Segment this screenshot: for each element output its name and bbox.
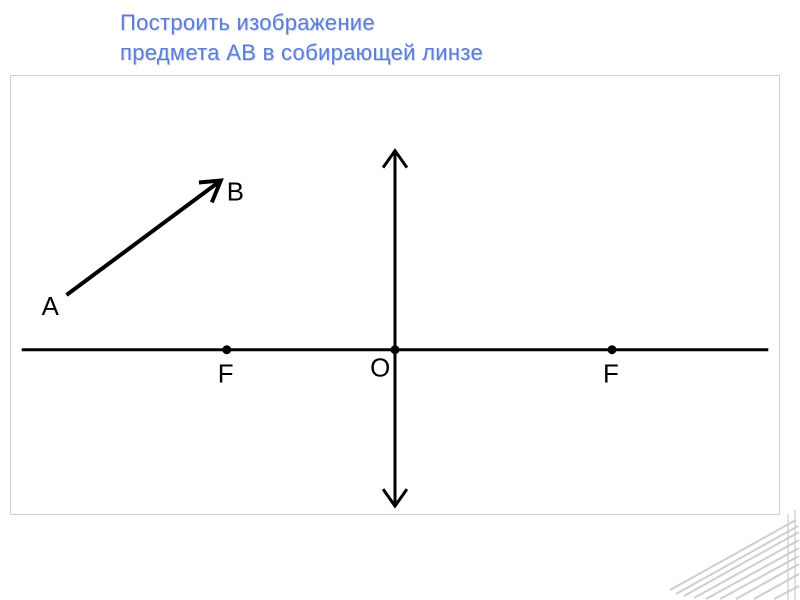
lens-center-point — [391, 345, 400, 354]
object-arrow-head-icon — [199, 181, 221, 203]
object-arrow-ab — [67, 181, 221, 295]
title-line-2: предмета АВ в собирающей линзе — [120, 40, 483, 65]
page-curl-shadow-icon — [650, 500, 800, 600]
page-title: Построить изображение предмета АВ в соби… — [120, 8, 483, 67]
optics-diagram-svg: A B F O F — [11, 76, 779, 514]
focal-point-left — [222, 345, 231, 354]
focal-point-right — [608, 345, 617, 354]
title-line-1: Построить изображение — [120, 10, 375, 35]
label-F-left: F — [218, 361, 234, 389]
label-O: O — [370, 355, 390, 383]
diagram-frame: A B F O F — [10, 75, 780, 515]
label-B: B — [227, 178, 244, 206]
label-A: A — [42, 293, 60, 321]
label-F-right: F — [603, 361, 619, 389]
